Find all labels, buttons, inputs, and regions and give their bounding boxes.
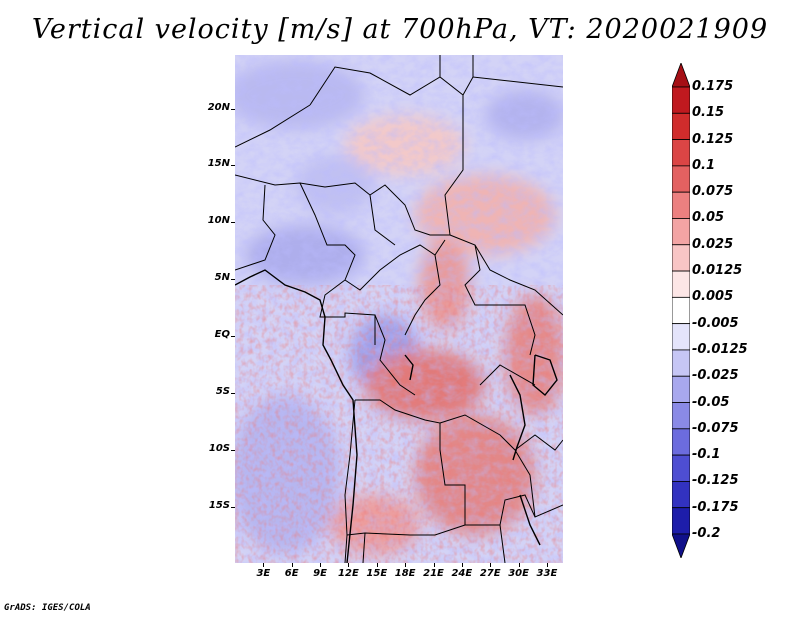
colorbar-bottom-arrow [672, 533, 690, 558]
lat-tick-mark [231, 507, 235, 508]
field-noise-red [235, 285, 563, 563]
lon-tick-label: 30E [508, 568, 529, 579]
lat-tick-label: 15S [208, 500, 230, 512]
country-borders [235, 55, 563, 563]
coastline [235, 269, 558, 563]
colorbar-segment [672, 507, 690, 535]
colorbar-segment [672, 270, 690, 298]
lon-tick-label: 18E [394, 568, 416, 579]
colorbar-label: -0.075 [692, 420, 739, 436]
colorbar-label: -0.2 [692, 526, 721, 541]
lat-tick-label: 10N [207, 215, 230, 227]
colorbar-label: -0.0125 [692, 341, 748, 357]
colorbar [672, 63, 690, 558]
colorbar-segment [672, 428, 690, 456]
colorbar-label: 0.025 [692, 236, 734, 252]
colorbar-label: -0.005 [692, 315, 739, 331]
colorbar-label: 0.15 [692, 105, 725, 121]
lat-tick-label: 10S [208, 443, 230, 455]
colorbar-segment [672, 375, 690, 403]
lat-tick-label: EQ [214, 329, 230, 341]
lat-tick-label: 5S [215, 386, 230, 398]
lat-tick-label: 15N [207, 158, 230, 170]
lon-tick-mark [292, 563, 293, 567]
colorbar-segment [672, 165, 690, 193]
colorbar-segment [672, 402, 690, 430]
colorbar-label: 0.0125 [692, 263, 743, 279]
colorbar-segment [672, 191, 690, 219]
lat-tick-mark [231, 222, 235, 223]
lat-tick-label: 5N [214, 272, 230, 284]
colorbar-label: 0.175 [692, 79, 734, 94]
chart-title: Vertical velocity [m/s] at 700hPa, VT: 2… [31, 14, 769, 45]
lon-tick-mark [490, 563, 491, 567]
colorbar-label: 0.005 [692, 289, 734, 305]
colorbar-segment [672, 244, 690, 272]
lat-tick-mark [231, 450, 235, 451]
colorbar-label: -0.05 [692, 394, 730, 410]
colorbar-label: 0.05 [692, 210, 725, 226]
colorbar-segment [672, 296, 690, 325]
colorbar-label: 0.075 [692, 184, 734, 200]
lat-tick-mark [231, 336, 235, 337]
colorbar-label: -0.125 [692, 473, 739, 489]
map-panel [235, 55, 563, 563]
lat-tick-mark [231, 109, 235, 110]
colorbar-label: -0.175 [692, 499, 739, 515]
colorbar-label: 0.125 [692, 131, 734, 147]
lon-tick-mark [377, 563, 378, 567]
lon-tick-label: 24E [451, 568, 473, 579]
lon-tick-label: 3E [256, 568, 271, 579]
lon-tick-label: 27E [479, 568, 501, 579]
map-canvas [235, 55, 563, 563]
lon-tick-mark [547, 563, 548, 567]
lon-tick-label: 9E [313, 568, 327, 579]
lon-tick-label: 12E [338, 568, 359, 579]
colorbar-segment [672, 86, 690, 114]
credit-text: GrADS: IGES/COLA [4, 603, 91, 613]
lon-tick-mark [519, 563, 520, 567]
lon-tick-mark [462, 563, 463, 567]
colorbar-segment [672, 454, 690, 482]
colorbar-label: 0.1 [692, 157, 716, 173]
lon-tick-label: 6E [284, 568, 299, 579]
colorbar-segment [672, 218, 690, 246]
lat-tick-mark [231, 165, 235, 166]
lon-tick-label: 21E [423, 568, 444, 579]
colorbar-label: -0.1 [692, 447, 721, 463]
lon-tick-mark [263, 563, 264, 567]
lon-tick-label: 15E [366, 568, 388, 579]
lat-tick-mark [231, 279, 235, 280]
lon-tick-mark [320, 563, 321, 567]
colorbar-segment [672, 139, 690, 167]
lat-tick-label: 20N [207, 101, 230, 113]
colorbar-top-arrow [672, 63, 690, 88]
lon-tick-mark [348, 563, 349, 567]
colorbar-segment [672, 112, 690, 140]
colorbar-segment [672, 481, 690, 509]
colorbar-segment [672, 349, 690, 377]
colorbar-label: -0.025 [692, 368, 739, 384]
lon-tick-mark [434, 563, 435, 567]
colorbar-segment [672, 323, 690, 351]
lon-tick-mark [405, 563, 406, 567]
lon-tick-label: 33E [536, 568, 558, 579]
lat-tick-mark [231, 393, 235, 394]
